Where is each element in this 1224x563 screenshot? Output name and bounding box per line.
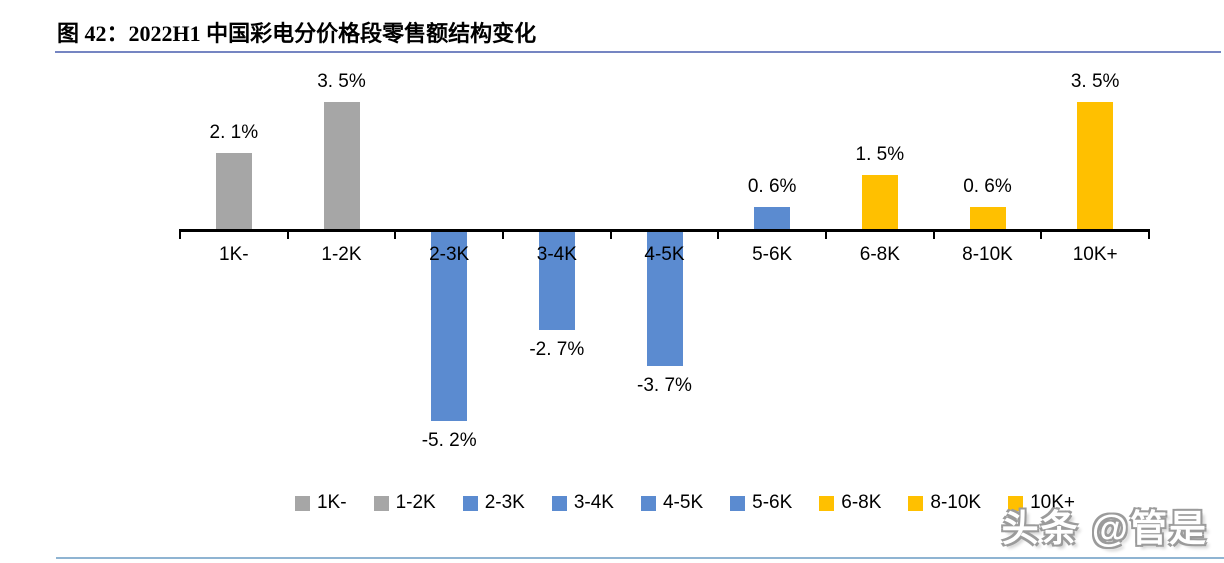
value-label-3-4K: -2. 7% bbox=[529, 339, 585, 360]
bar-3-4K bbox=[538, 232, 575, 330]
legend-item-1K-: 1K- bbox=[294, 492, 347, 514]
x-axis-tick bbox=[1040, 229, 1043, 239]
x-axis-label-10K+: 10K+ bbox=[1072, 244, 1118, 265]
legend-swatch-2-3K bbox=[462, 495, 478, 511]
bar-10K+ bbox=[1077, 101, 1114, 229]
legend-label-10K+: 10K+ bbox=[1030, 492, 1076, 513]
legend-label-8-10K: 8-10K bbox=[930, 492, 982, 513]
legend-label-1K-: 1K- bbox=[316, 492, 347, 513]
legend-item-5-6K: 5-6K bbox=[730, 492, 792, 514]
x-axis-label-5-6K: 5-6K bbox=[752, 244, 793, 265]
legend-swatch-5-6K bbox=[730, 495, 746, 511]
legend-swatch-6-8K bbox=[819, 495, 835, 511]
x-axis-tick bbox=[502, 229, 504, 239]
legend-item-4-5K: 4-5K bbox=[640, 492, 704, 514]
x-axis-tick bbox=[717, 229, 720, 239]
bar-4-5K bbox=[646, 232, 683, 367]
bar-2-3K bbox=[431, 232, 468, 421]
bar-6-8K bbox=[861, 174, 898, 229]
x-axis-label-1K-: 1K- bbox=[219, 244, 249, 265]
figure-title: 图 42：2022H1 中国彩电分价格段零售额结构变化 bbox=[57, 21, 537, 46]
x-axis-label-3-4K: 3-4K bbox=[536, 244, 577, 265]
x-axis-label-8-10K: 8-10K bbox=[962, 244, 1013, 265]
bar-8-10K bbox=[969, 207, 1006, 229]
x-axis-tick bbox=[179, 229, 181, 239]
legend-swatch-3-4K bbox=[551, 495, 567, 511]
legend-swatch-1K- bbox=[294, 495, 310, 511]
bottom-divider bbox=[56, 557, 1224, 559]
x-axis-tick bbox=[394, 229, 397, 239]
legend-swatch-8-10K bbox=[908, 495, 924, 511]
legend-label-5-6K: 5-6K bbox=[752, 492, 793, 513]
watermark: 头条 @管是 bbox=[1001, 508, 1208, 549]
x-axis-tick bbox=[825, 229, 827, 239]
legend-item-3-4K: 3-4K bbox=[551, 492, 614, 514]
legend-swatch-4-5K bbox=[640, 495, 656, 511]
x-axis-label-1-2K: 1-2K bbox=[321, 244, 362, 265]
legend-label-6-8K: 6-8K bbox=[841, 492, 882, 513]
value-label-8-10K: 0. 6% bbox=[963, 176, 1012, 198]
legend: 1K- 1-2K 2-3K 3-4K 4-5K 5-6K 6-8K 8-10K 10K+ bbox=[180, 492, 1190, 514]
legend-item-10K+: 10K+ bbox=[1008, 492, 1075, 514]
value-label-4-5K: -3. 7% bbox=[637, 375, 692, 397]
value-label-6-8K: 1. 5% bbox=[855, 143, 905, 165]
x-axis-tick bbox=[932, 229, 935, 239]
legend-label-2-3K: 2-3K bbox=[484, 492, 525, 513]
value-label-10K+: 3. 5% bbox=[1070, 70, 1120, 92]
x-axis-line bbox=[179, 229, 1150, 232]
bar-1K- bbox=[215, 152, 252, 229]
value-label-2-3K: -5. 2% bbox=[421, 429, 477, 451]
legend-item-1-2K: 1-2K bbox=[373, 492, 436, 514]
legend-label-1-2K: 1-2K bbox=[395, 492, 436, 513]
x-axis-label-4-5K: 4-5K bbox=[644, 244, 685, 265]
legend-item-2-3K: 2-3K bbox=[462, 492, 525, 514]
legend-item-6-8K: 6-8K bbox=[819, 492, 881, 514]
x-axis-label-2-3K: 2-3K bbox=[429, 244, 470, 265]
legend-swatch-10K+ bbox=[1008, 495, 1024, 511]
value-label-1K-: 2. 1% bbox=[209, 121, 259, 143]
x-axis-label-6-8K: 6-8K bbox=[859, 244, 900, 265]
value-label-1-2K: 3. 5% bbox=[317, 70, 366, 92]
x-axis-tick bbox=[286, 229, 289, 239]
x-axis-tick bbox=[1148, 229, 1150, 239]
bar-1-2K bbox=[323, 101, 360, 229]
legend-label-4-5K: 4-5K bbox=[662, 492, 704, 513]
value-label-5-6K: 0. 6% bbox=[747, 176, 797, 198]
legend-swatch-1-2K bbox=[373, 495, 389, 511]
legend-item-8-10K: 8-10K bbox=[908, 492, 981, 514]
legend-label-3-4K: 3-4K bbox=[573, 492, 614, 513]
title-divider bbox=[55, 51, 1221, 53]
x-axis-tick bbox=[609, 229, 612, 239]
bar-5-6K bbox=[754, 207, 791, 229]
